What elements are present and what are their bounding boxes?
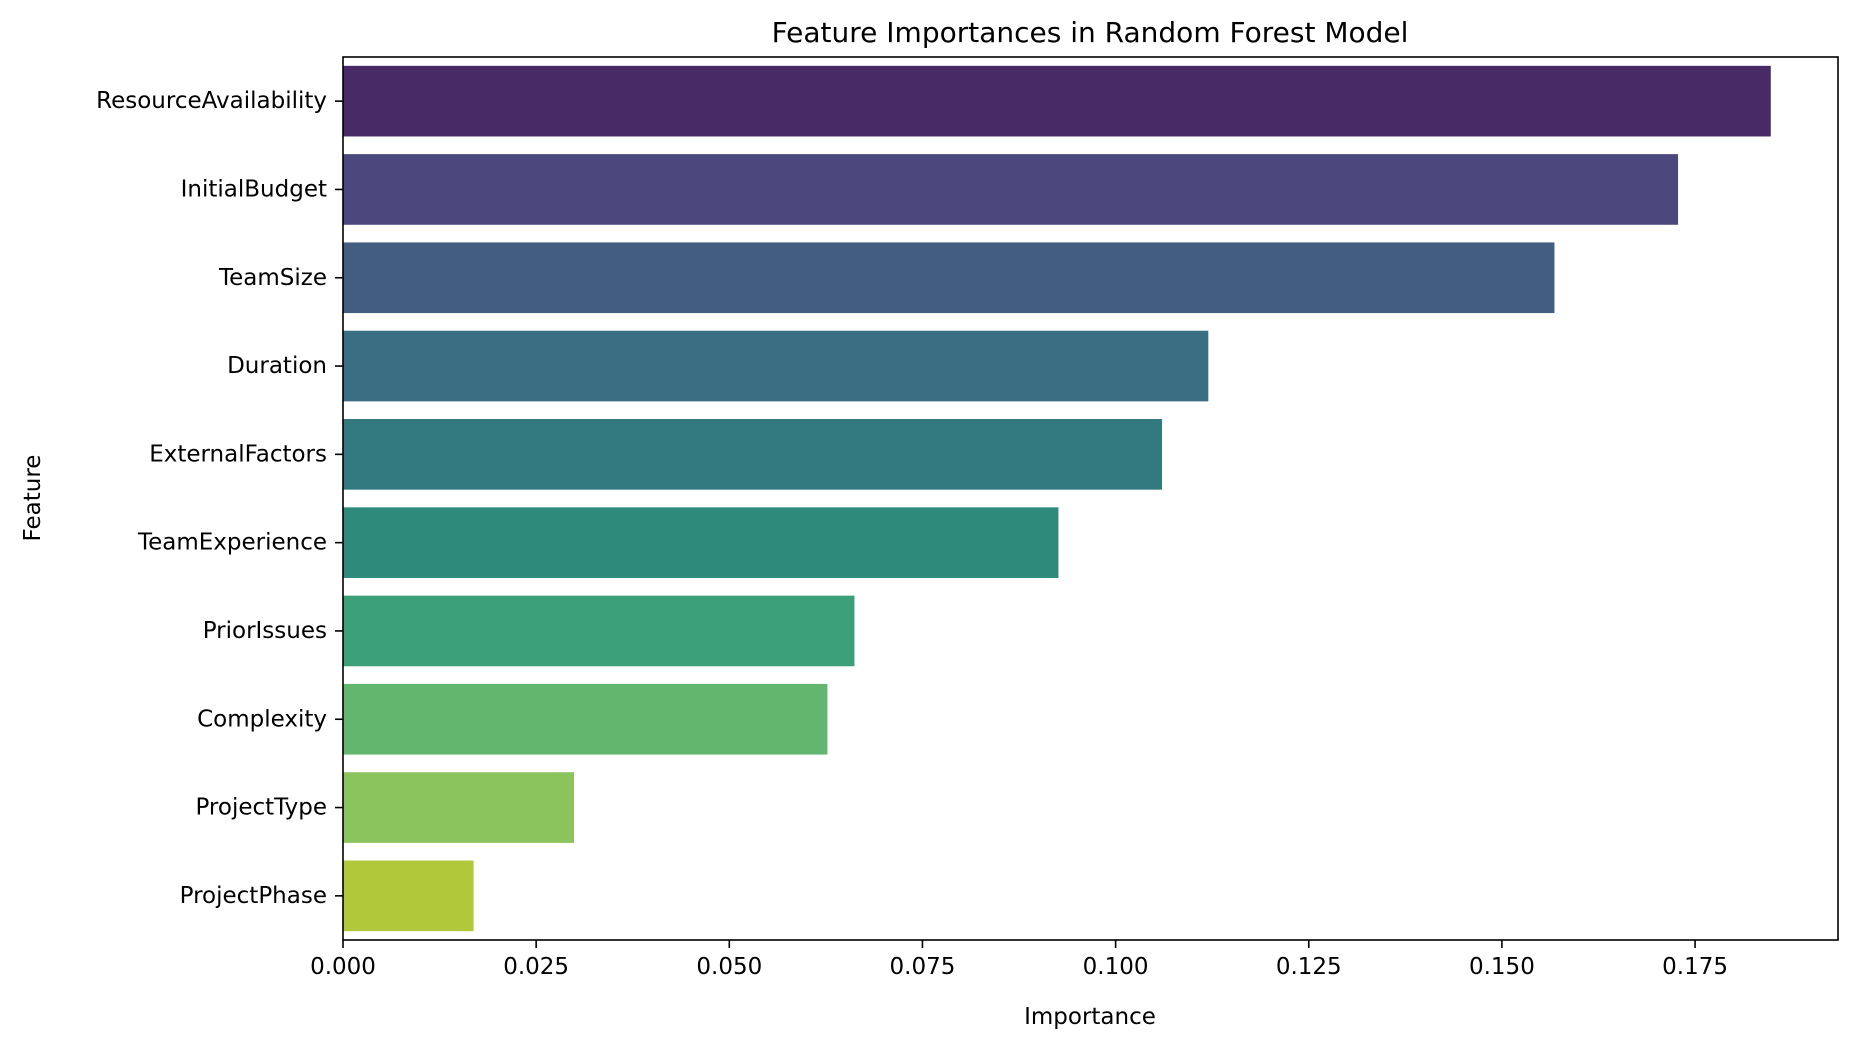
bar-ResourceAvailability (343, 65, 1771, 137)
bar-Complexity (343, 683, 828, 755)
bar-ProjectType (343, 772, 575, 843)
plot-area-frame (342, 56, 1839, 941)
y-tick-label: Complexity (197, 706, 327, 732)
bar-InitialBudget (343, 154, 1679, 225)
y-tick-label: Duration (227, 353, 327, 379)
bar-ExternalFactors (343, 419, 1162, 490)
x-tick-label: 0.150 (1469, 954, 1535, 980)
bar-Duration (343, 330, 1209, 402)
y-tick-label: TeamExperience (137, 530, 327, 556)
x-tick-labels: 0.000 0.025 0.050 0.075 0.100 0.125 0.150 0.175 (310, 940, 1728, 980)
y-tick-label: InitialBudget (181, 176, 327, 202)
y-tick-label: ExternalFactors (149, 441, 327, 467)
x-tick-label: 0.075 (890, 954, 956, 980)
y-tick-labels: ResourceAvailability InitialBudget TeamSiz… (96, 88, 343, 909)
y-tick-label: ProjectType (195, 795, 327, 821)
chart-title: Feature Importances in Random Forest Mod… (772, 16, 1409, 49)
y-tick-label: ProjectPhase (180, 883, 327, 909)
x-tick-label: 0.000 (310, 954, 376, 980)
bar-TeamExperience (343, 507, 1059, 578)
bars-group (343, 65, 1771, 932)
x-tick-label: 0.125 (1276, 954, 1342, 980)
y-axis-label: Feature (20, 455, 46, 542)
y-tick-label: ResourceAvailability (96, 88, 327, 114)
x-tick-label: 0.100 (1083, 954, 1149, 980)
y-tick-label: TeamSize (218, 265, 327, 291)
y-tick-label: PriorIssues (203, 618, 327, 644)
x-tick-label: 0.175 (1662, 954, 1728, 980)
bar-ProjectPhase (343, 860, 474, 932)
bar-TeamSize (343, 242, 1555, 314)
bar-PriorIssues (343, 595, 855, 667)
x-axis-label: Importance (1024, 1004, 1156, 1030)
x-tick-label: 0.050 (696, 954, 762, 980)
x-tick-label: 0.025 (503, 954, 569, 980)
